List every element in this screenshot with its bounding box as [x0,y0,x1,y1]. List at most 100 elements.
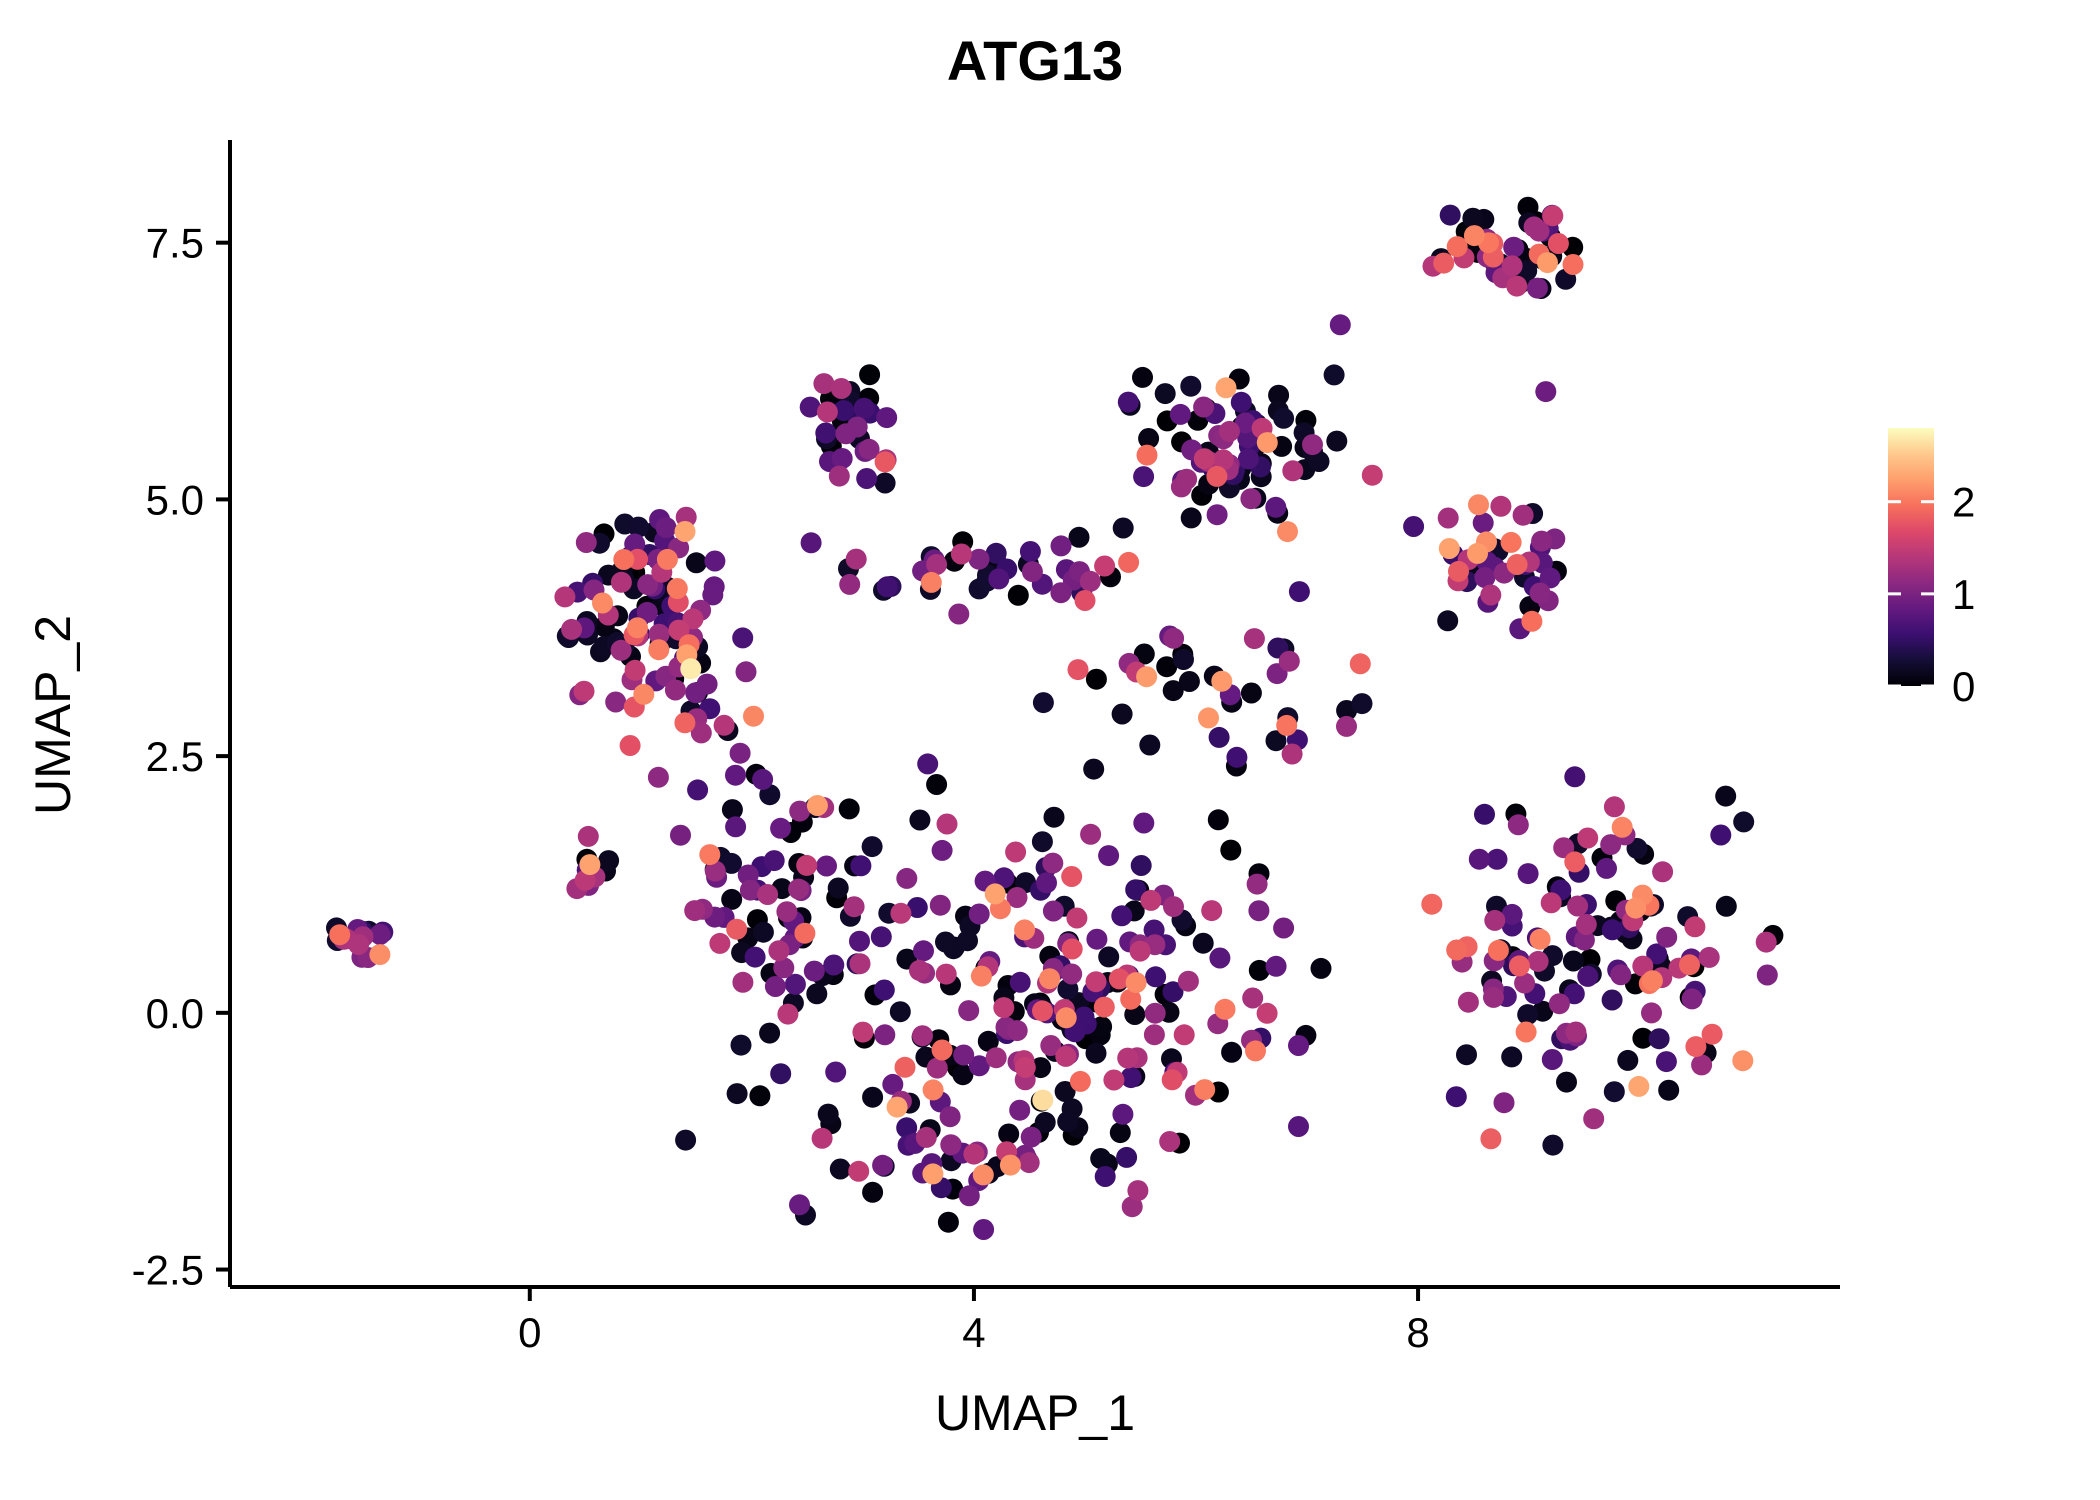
data-point [848,1160,870,1182]
data-point [1221,1041,1243,1063]
data-point [1136,444,1158,466]
data-point [749,1085,771,1107]
data-point [1540,892,1562,914]
data-point [1215,377,1237,399]
data-point [1211,670,1233,692]
data-point [912,1025,933,1047]
data-point [1130,855,1152,876]
data-point [726,1083,748,1105]
axes-layer: 0 4 8 -2.5 0.0 2.5 5.0 7.5 [132,140,1840,1356]
data-point [1474,567,1496,588]
data-point [909,959,930,981]
data-point [1139,734,1161,756]
y-tick-label: 2.5 [146,733,204,780]
data-point [849,953,871,975]
data-point [1212,449,1234,471]
data-point [666,578,688,599]
data-point [1310,957,1332,979]
data-point [889,1001,911,1023]
data-point [977,1030,999,1052]
data-point [936,813,958,835]
data-point [1162,981,1184,1003]
colorbar-tick-label: 0 [1952,663,1975,710]
data-point [1121,1196,1143,1218]
data-point [1061,938,1083,960]
data-point [1517,1004,1539,1026]
data-point [870,926,892,948]
data-point [1265,955,1287,977]
data-point [1288,1035,1309,1056]
data-point [1446,939,1468,961]
data-point [1246,873,1268,895]
data-point [1652,861,1674,883]
data-point [1138,428,1160,449]
data-point [874,451,896,473]
x-axis-label: UMAP_1 [935,1385,1135,1441]
data-point [1069,1070,1091,1092]
data-point [1575,914,1597,935]
data-point [1529,928,1551,950]
data-point [1162,680,1184,702]
data-point [1641,1002,1662,1024]
data-point [1133,643,1155,665]
data-point [619,735,641,756]
data-point [1143,1024,1165,1046]
data-point [348,934,370,955]
data-point [1506,554,1528,575]
data-point [1103,1069,1125,1091]
data-point [1446,236,1468,258]
data-point [670,824,691,846]
data-point [985,542,1007,564]
data-point [825,1061,847,1083]
data-point [1083,758,1105,780]
data-point [1161,1069,1183,1091]
data-point [1118,551,1140,573]
data-point [610,571,632,593]
data-point [1067,659,1089,681]
data-point [1508,955,1530,977]
data-point [1032,1000,1053,1022]
data-point [1055,1045,1077,1067]
data-point [1194,1079,1216,1101]
data-point [939,1106,961,1128]
data-point [735,661,757,683]
data-point [922,1163,944,1185]
data-point [763,850,785,872]
data-point [952,1064,974,1086]
data-point [845,548,867,570]
data-point [721,799,743,821]
data-point [882,1073,904,1095]
data-point [1437,507,1459,529]
data-point [770,817,792,839]
data-point [830,378,852,399]
data-point [647,766,669,788]
data-point [968,1055,990,1077]
data-point [1180,507,1202,529]
data-point [1240,682,1262,704]
data-point [1529,582,1551,604]
data-point [329,924,351,946]
data-point [1484,909,1506,931]
colorbar-tick-label: 2 [1952,479,1975,526]
data-point [890,902,912,924]
data-point [1349,653,1371,675]
data-point [369,944,391,966]
data-point [1467,542,1488,564]
data-point [1507,814,1529,836]
data-point [1220,839,1242,861]
data-point [1120,988,1142,1010]
data-point [648,639,670,661]
data-point [1040,1035,1062,1056]
data-point [861,836,883,858]
data-point [1273,917,1295,939]
data-point [1715,785,1737,807]
data-point [1514,972,1536,994]
data-point [633,683,655,705]
data-point [862,1181,884,1203]
data-point [579,854,601,876]
data-point [806,795,828,816]
data-point [573,680,595,702]
data-point [794,922,816,944]
data-point [1248,900,1270,922]
